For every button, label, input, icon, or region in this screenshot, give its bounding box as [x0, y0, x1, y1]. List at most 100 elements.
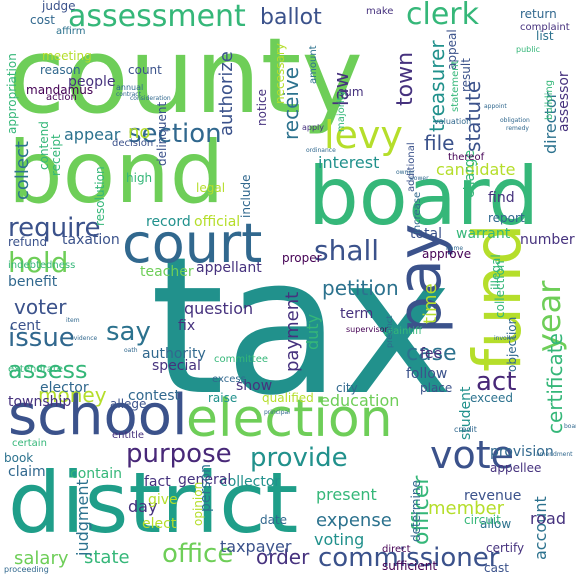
word-collector: collector [220, 474, 280, 490]
word-issue: issue [8, 323, 75, 353]
word-complaint: complaint [520, 22, 570, 33]
word-follow: follow [406, 366, 447, 382]
word-give: give [148, 492, 178, 508]
word-require: require [8, 213, 100, 243]
word-valuation: valuation [434, 117, 471, 126]
word-warrant: warrant [456, 226, 511, 242]
word-director: director [541, 91, 560, 154]
word-fix: fix [178, 318, 195, 334]
word-file: file [424, 131, 454, 155]
word-account: account [531, 496, 550, 560]
word-authorize: authorize [216, 51, 237, 136]
word-order: order [256, 545, 310, 569]
word-date: date [260, 513, 287, 527]
word-assess: assess [8, 356, 88, 384]
word-county: county [8, 15, 363, 137]
word-remedy: remedy [506, 125, 529, 132]
word-revenue: revenue [464, 488, 521, 504]
word-general: general [178, 472, 231, 488]
word-appoint: appoint [484, 103, 507, 110]
word-find: find [488, 190, 515, 206]
word-certificate: certificate [543, 333, 567, 434]
word-proceeding: proceeding [4, 565, 49, 574]
word-show: show [236, 378, 272, 394]
word-hold: hold [8, 246, 68, 279]
word-road: road [530, 509, 566, 528]
word-contain: contain [70, 466, 122, 482]
word-contract: contract [116, 91, 142, 98]
word-circuit: circuit [464, 513, 501, 527]
word-town: town [393, 52, 418, 106]
word-assessor: assessor [556, 71, 572, 132]
word-resolution: resolution [93, 166, 107, 226]
word-law: law [329, 72, 353, 106]
word-decision: decision [112, 138, 153, 149]
word-item: item [66, 317, 80, 324]
word-sum: sum [338, 85, 364, 99]
word-elector: elector [40, 380, 89, 396]
word-township: township [8, 394, 71, 410]
word-additional: additional [406, 142, 417, 192]
word-action: action [46, 92, 77, 103]
word-contest: contest [128, 388, 181, 404]
word-necessary: necessary [273, 43, 287, 104]
word-book: book [4, 451, 33, 465]
word-board: board [308, 150, 539, 243]
word-obligation: obligation [500, 117, 530, 124]
word-report: report [488, 211, 525, 225]
word-sufficient: sufficient [382, 559, 437, 573]
word-extendrate: extendrate [8, 364, 63, 375]
word-benefit: benefit [8, 274, 58, 290]
word-petition: petition [322, 276, 399, 300]
word-building: building [544, 80, 555, 120]
word-say: say [106, 317, 151, 347]
word-judgment: judgment [73, 479, 92, 557]
word-include: include [239, 175, 253, 218]
word-district: district [8, 454, 298, 552]
word-tax: tax [150, 216, 453, 437]
word-section: section [128, 119, 222, 149]
word-indebtedness: indebtedness [8, 260, 75, 271]
word-shall: shall [314, 234, 379, 267]
word-authority: authority [142, 346, 206, 362]
word-plaintiff: plaintiff [384, 326, 423, 337]
word-qualified: qualified [262, 391, 314, 405]
word-candidate: candidate [436, 160, 515, 179]
word-day: day [128, 497, 157, 516]
word-count: count [128, 63, 162, 77]
word-excess: excess [212, 374, 246, 385]
word-purpose: purpose [126, 439, 232, 469]
word-appeal: appeal [445, 29, 459, 70]
word-cost: cost [30, 13, 55, 27]
word-receive: receive [279, 67, 303, 140]
word-proper: proper [282, 251, 322, 265]
word-committee: committee [214, 354, 268, 365]
word-allow: allow [480, 517, 511, 531]
word-power: power [410, 175, 429, 182]
word-total: total [410, 226, 442, 242]
word-person: person [198, 464, 214, 512]
word-pay: pay [385, 224, 455, 334]
word-principal: principal [264, 409, 290, 416]
word-owner: owner [396, 169, 415, 176]
word-fact: fact [144, 474, 171, 490]
word-member: member [428, 498, 505, 519]
word-appellant: appellant [196, 260, 262, 276]
word-certain: certain [12, 438, 47, 449]
word-commissioner: commissioner [318, 543, 500, 573]
word-cent: cent [10, 318, 41, 334]
word-fund: fund [459, 223, 536, 372]
word-judge: judge [41, 0, 76, 13]
word-appropriation: appropriation [5, 53, 19, 134]
word-payment: payment [282, 292, 303, 372]
word-approve: approve [422, 247, 471, 261]
word-contend: contend [37, 121, 51, 170]
word-mandamus: mandamus [26, 83, 93, 97]
word-reason: reason [40, 63, 81, 77]
word-time: time [420, 283, 441, 324]
word-determine: determine [409, 480, 423, 542]
word-ordinance: ordinance [306, 147, 336, 154]
word-assessment: assessment [68, 0, 246, 34]
word-thereof: thereof [448, 152, 485, 163]
